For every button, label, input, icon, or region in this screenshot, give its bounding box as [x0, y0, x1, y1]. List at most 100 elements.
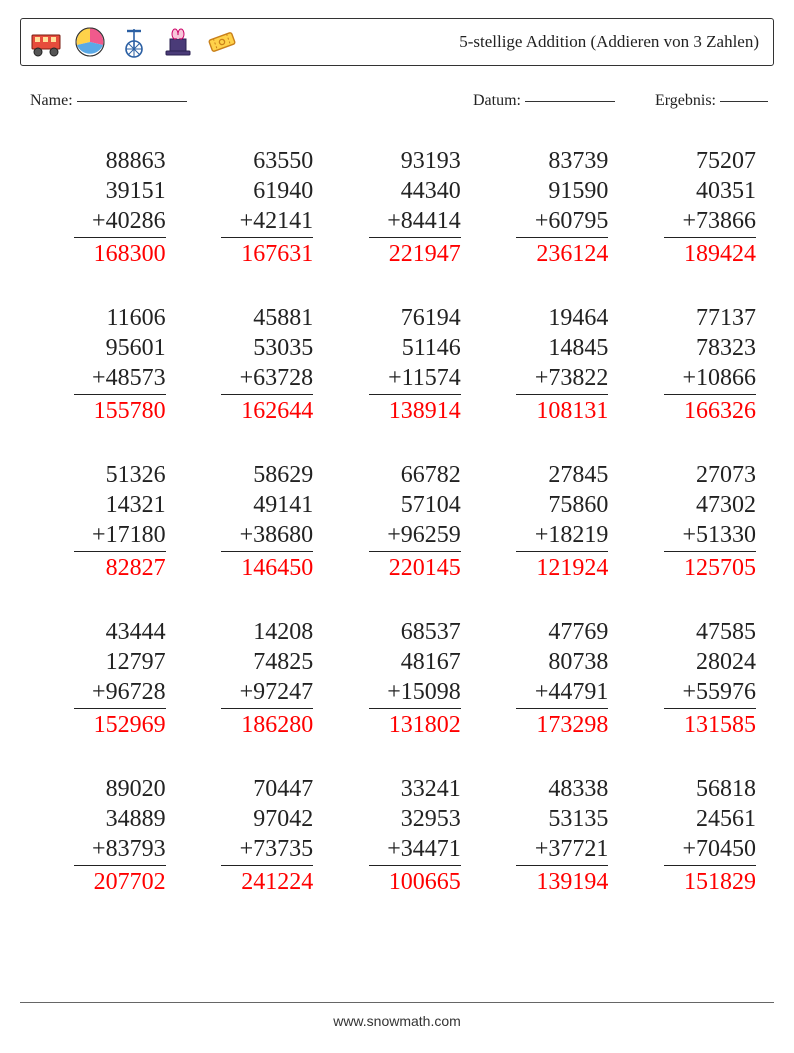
addend-2: 12797 — [106, 647, 166, 677]
problem: 4344412797+96728152969 — [48, 617, 166, 740]
answer: 131585 — [684, 710, 756, 740]
problem: 1946414845+73822108131 — [491, 303, 609, 426]
addend-2: 61940 — [253, 176, 313, 206]
answer: 131802 — [389, 710, 461, 740]
answer: 166326 — [684, 396, 756, 426]
addend-3: +96728 — [74, 677, 166, 709]
problem: 2784575860+18219121924 — [491, 460, 609, 583]
addend-1: 27845 — [548, 460, 608, 490]
addend-1: 77137 — [696, 303, 756, 333]
problem: 4776980738+44791173298 — [491, 617, 609, 740]
addend-3: +44791 — [516, 677, 608, 709]
addend-1: 68537 — [401, 617, 461, 647]
problem: 8373991590+60795236124 — [491, 146, 609, 269]
date-field: Datum: — [473, 92, 615, 110]
addend-1: 19464 — [548, 303, 608, 333]
result-field: Ergebnis: — [655, 92, 768, 110]
addend-2: 78323 — [696, 333, 756, 363]
addend-3: +37721 — [516, 834, 608, 866]
addend-3: +84414 — [369, 206, 461, 238]
answer: 146450 — [241, 553, 313, 583]
answer: 139194 — [536, 867, 608, 897]
addend-2: 32953 — [401, 804, 461, 834]
answer: 100665 — [389, 867, 461, 897]
footer: www.snowmath.com — [0, 1002, 794, 1029]
ticket-icon — [205, 25, 239, 59]
addend-2: 74825 — [253, 647, 313, 677]
addend-2: 28024 — [696, 647, 756, 677]
answer: 152969 — [94, 710, 166, 740]
addend-3: +40286 — [74, 206, 166, 238]
addend-1: 83739 — [548, 146, 608, 176]
addend-1: 45881 — [253, 303, 313, 333]
footer-divider — [20, 1002, 774, 1003]
addend-2: 34889 — [106, 804, 166, 834]
header-box: 5-stellige Addition (Addieren von 3 Zahl… — [20, 18, 774, 66]
addend-2: 97042 — [253, 804, 313, 834]
problem: 7619451146+11574138914 — [343, 303, 461, 426]
result-line — [720, 101, 768, 102]
date-line — [525, 101, 615, 102]
addend-1: 47585 — [696, 617, 756, 647]
addend-3: +38680 — [221, 520, 313, 552]
addend-1: 76194 — [401, 303, 461, 333]
addend-1: 66782 — [401, 460, 461, 490]
addend-3: +97247 — [221, 677, 313, 709]
problem: 6355061940+42141167631 — [196, 146, 314, 269]
wagon-icon — [29, 25, 63, 59]
answer: 167631 — [241, 239, 313, 269]
addend-3: +34471 — [369, 834, 461, 866]
problem: 5132614321+1718082827 — [48, 460, 166, 583]
addend-3: +73822 — [516, 363, 608, 395]
answer: 125705 — [684, 553, 756, 583]
name-line — [77, 101, 187, 102]
problem: 1420874825+97247186280 — [196, 617, 314, 740]
addend-3: +60795 — [516, 206, 608, 238]
result-label: Ergebnis: — [655, 92, 716, 109]
addend-2: 80738 — [548, 647, 608, 677]
addend-1: 27073 — [696, 460, 756, 490]
answer: 241224 — [241, 867, 313, 897]
addend-2: 47302 — [696, 490, 756, 520]
addend-3: +96259 — [369, 520, 461, 552]
addend-1: 56818 — [696, 774, 756, 804]
problem: 7044797042+73735241224 — [196, 774, 314, 897]
footer-text: www.snowmath.com — [0, 1013, 794, 1029]
addend-3: +42141 — [221, 206, 313, 238]
addend-2: 14321 — [106, 490, 166, 520]
addend-1: 88863 — [106, 146, 166, 176]
answer: 138914 — [389, 396, 461, 426]
problems-grid: 8886339151+402861683006355061940+4214116… — [20, 146, 774, 897]
answer: 162644 — [241, 396, 313, 426]
addend-1: 75207 — [696, 146, 756, 176]
answer: 221947 — [389, 239, 461, 269]
addend-3: +73735 — [221, 834, 313, 866]
addend-2: 53135 — [548, 804, 608, 834]
addend-1: 11606 — [106, 303, 165, 333]
answer: 168300 — [94, 239, 166, 269]
addend-3: +18219 — [516, 520, 608, 552]
answer: 108131 — [536, 396, 608, 426]
icon-row — [29, 25, 239, 59]
beach-ball-icon — [73, 25, 107, 59]
addend-3: +17180 — [74, 520, 166, 552]
fields-row: Name: Datum: Ergebnis: — [20, 92, 774, 110]
addend-3: +73866 — [664, 206, 756, 238]
addend-2: 91590 — [548, 176, 608, 206]
problem: 9319344340+84414221947 — [343, 146, 461, 269]
name-label: Name: — [30, 92, 73, 109]
addend-2: 14845 — [548, 333, 608, 363]
addend-1: 58629 — [253, 460, 313, 490]
addend-2: 57104 — [401, 490, 461, 520]
problem: 6678257104+96259220145 — [343, 460, 461, 583]
addend-3: +70450 — [664, 834, 756, 866]
addend-2: 49141 — [253, 490, 313, 520]
addend-1: 47769 — [548, 617, 608, 647]
addend-3: +51330 — [664, 520, 756, 552]
problem: 1160695601+48573155780 — [48, 303, 166, 426]
date-label: Datum: — [473, 92, 521, 109]
addend-3: +10866 — [664, 363, 756, 395]
addend-2: 24561 — [696, 804, 756, 834]
problem: 7520740351+73866189424 — [638, 146, 756, 269]
addend-2: 44340 — [401, 176, 461, 206]
